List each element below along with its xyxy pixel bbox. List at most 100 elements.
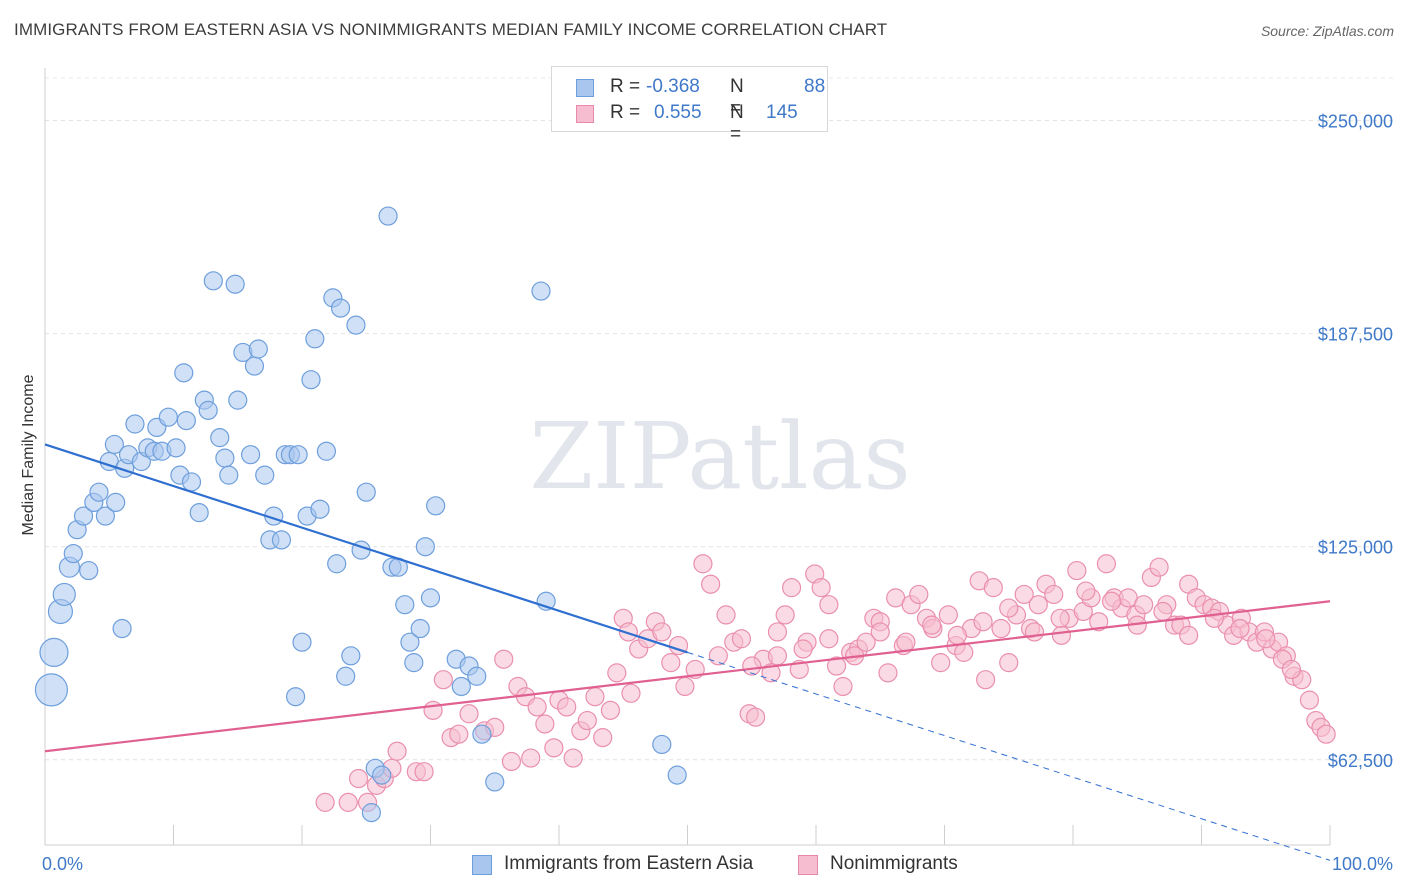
immigrants-point xyxy=(198,400,218,420)
nonimmigrants-point xyxy=(607,663,627,683)
nonimmigrants-point xyxy=(527,697,547,717)
immigrants-point xyxy=(228,390,248,410)
immigrants-point xyxy=(271,530,292,550)
nonimmigrants-point xyxy=(746,707,766,727)
nonimmigrants-point xyxy=(931,653,951,673)
nonimmigrants-point xyxy=(833,676,853,697)
nonimmigrants-point xyxy=(1050,608,1070,628)
immigrants-point xyxy=(400,632,420,652)
nonimmigrants-point xyxy=(387,741,407,761)
nonimmigrants-point xyxy=(600,700,621,720)
nonimmigrants-point xyxy=(1230,618,1250,639)
chart-title: IMMIGRANTS FROM EASTERN ASIA VS NONIMMIG… xyxy=(14,20,888,39)
nonimmigrants-point xyxy=(999,598,1019,618)
nonimmigrants-point xyxy=(922,615,942,635)
immigrants-point xyxy=(301,370,321,390)
nonimmigrants-point xyxy=(621,683,641,703)
immigrants-point xyxy=(210,428,230,448)
nonimmigrants-point xyxy=(618,622,638,642)
immigrants-point xyxy=(112,618,132,639)
immigrants-point xyxy=(63,543,83,564)
tick-labels: $62,500 $125,000 $187,500 $250,000 0.0% 100.0… xyxy=(42,112,1393,874)
legend-r-value: 0.555 xyxy=(654,102,702,123)
nonimmigrants-points xyxy=(315,554,1336,812)
nonimmigrants-point xyxy=(976,670,996,690)
legend-n-label: N = xyxy=(730,102,744,145)
immigrants-trend-line xyxy=(44,443,688,654)
nonimmigrants-point xyxy=(870,622,890,642)
immigrants-point xyxy=(410,618,430,639)
nonimmigrants-point xyxy=(909,584,929,605)
nonimmigrants-point xyxy=(1316,724,1336,744)
immigrants-point xyxy=(330,298,351,318)
immigrants-point xyxy=(248,339,268,359)
bottom-legend-swatch-blue xyxy=(472,855,492,875)
nonimmigrants-point xyxy=(348,768,369,789)
nonimmigrants-point xyxy=(826,656,847,676)
nonimmigrants-point xyxy=(494,649,514,669)
nonimmigrants-point xyxy=(1028,595,1048,615)
nonimmigrants-point xyxy=(315,792,335,812)
nonimmigrants-point xyxy=(1134,595,1154,615)
immigrants-point xyxy=(336,666,356,686)
immigrants-point xyxy=(415,537,435,557)
immigrants-point xyxy=(341,646,361,666)
nonimmigrants-point xyxy=(1067,560,1087,581)
nonimmigrants-point xyxy=(577,710,597,731)
nonimmigrants-point xyxy=(819,629,839,649)
immigrants-point xyxy=(174,363,194,383)
legend-r-value: -0.368 xyxy=(646,76,700,97)
nonimmigrants-point xyxy=(742,656,762,676)
immigrants-point xyxy=(189,503,209,523)
nonimmigrants-point xyxy=(1014,584,1034,605)
nonimmigrants-point xyxy=(661,653,681,673)
nonimmigrants-point xyxy=(781,578,802,598)
nonimmigrants-point xyxy=(1051,625,1072,645)
nonimmigrants-point xyxy=(1179,625,1199,645)
nonimmigrants-point xyxy=(433,670,453,690)
bottom-legend-swatch-pink xyxy=(798,855,818,875)
immigrants-point xyxy=(219,465,239,485)
nonimmigrants-point xyxy=(1044,584,1064,605)
nonimmigrants-point xyxy=(954,642,974,662)
nonimmigrants-point xyxy=(938,605,958,625)
correlation-legend: R = -0.368 N = 88 R = 0.555 N = 145 xyxy=(551,66,828,145)
nonimmigrants-point xyxy=(1256,629,1276,649)
immigrants-point xyxy=(52,582,76,607)
nonimmigrants-point xyxy=(693,554,713,574)
immigrants-point xyxy=(395,595,415,615)
nonimmigrants-point xyxy=(544,738,564,758)
immigrants-point xyxy=(95,506,115,526)
nonimmigrants-point xyxy=(521,748,541,768)
immigrants-point xyxy=(203,271,223,291)
immigrants-point xyxy=(372,765,392,785)
nonimmigrants-point xyxy=(1076,581,1096,601)
immigrants-point xyxy=(472,724,492,744)
bottom-legend-label: Immigrants from Eastern Asia xyxy=(504,853,754,874)
y-tick-label: $250,000 xyxy=(1318,112,1393,132)
immigrants-point xyxy=(316,441,337,461)
nonimmigrants-point xyxy=(947,625,967,645)
immigrants-point xyxy=(125,414,145,434)
nonimmigrants-point xyxy=(557,697,577,717)
immigrants-point xyxy=(244,356,265,376)
watermark: ZIPatlas xyxy=(529,403,910,510)
y-tick-label: $125,000 xyxy=(1318,538,1393,558)
nonimmigrants-point xyxy=(1281,659,1302,680)
nonimmigrants-point xyxy=(449,724,469,744)
immigrants-point xyxy=(404,653,424,673)
nonimmigrants-point xyxy=(856,632,876,652)
immigrants-point xyxy=(327,554,347,574)
immigrants-point xyxy=(34,673,69,707)
immigrants-point xyxy=(652,734,672,755)
immigrants-point xyxy=(361,803,381,823)
x-tick-label-min: 0.0% xyxy=(42,854,83,874)
nonimmigrants-point xyxy=(414,762,434,782)
nonimmigrants-point xyxy=(1089,612,1109,632)
immigrants-trend-extension xyxy=(687,651,1331,861)
legend-n-label: N = xyxy=(730,76,744,119)
legend-swatch-blue xyxy=(576,79,594,97)
nonimmigrants-point xyxy=(1204,608,1224,628)
immigrants-point xyxy=(181,472,202,492)
